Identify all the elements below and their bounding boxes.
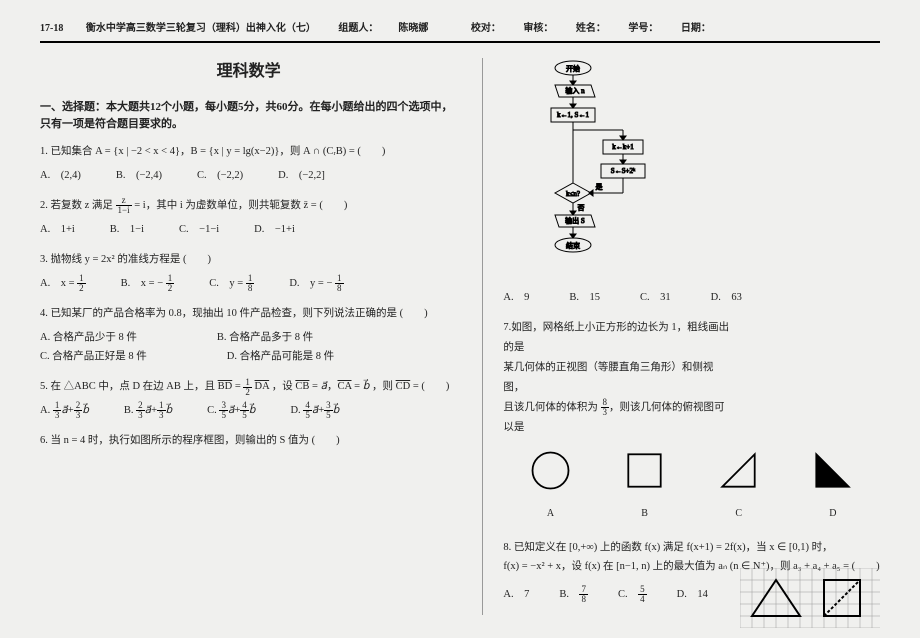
q5-text: 5. 在 △ABC 中，点 D 在边 AB 上，且 BD = 12 DA ，设 … bbox=[40, 377, 457, 397]
header-school: 衡水中学高三数学三轮复习（理科）出神入化（七） bbox=[86, 23, 316, 34]
svg-text:k←k+1: k←k+1 bbox=[613, 143, 635, 151]
svg-text:输入 n: 输入 n bbox=[566, 86, 586, 95]
question-3: 3. 抛物线 y = 2x² 的准线方程是 ( ) A. x = 12 B. x… bbox=[40, 250, 457, 294]
question-7: 7.如图，网格纸上小正方形的边长为 1，粗线画出的是 某几何体的正视图（等腰直角… bbox=[503, 318, 880, 523]
question-2: 2. 若复数 z 满足 z1−i = i，其中 i 为虚数单位，则共轭复数 z̄… bbox=[40, 196, 457, 240]
header-checker: 校对： bbox=[471, 23, 501, 34]
question-6: 6. 当 n = 4 时，执行如图所示的程序框图，则输出的 S 值为 ( ) bbox=[40, 431, 457, 451]
question-1: 1. 已知集合 A = {x | −2 < x < 4}，B = {x | y … bbox=[40, 142, 457, 186]
opt-a-circle: A bbox=[520, 448, 580, 523]
svg-text:开始: 开始 bbox=[566, 64, 580, 73]
opt-c-triangle: C bbox=[709, 448, 769, 523]
exam-page: 17-18 衡水中学高三数学三轮复习（理科）出神入化（七） 组题人：陈晓娜 校对… bbox=[0, 0, 920, 638]
svg-text:结束: 结束 bbox=[566, 241, 580, 250]
header-name: 姓名： bbox=[576, 23, 606, 34]
section-header: 一、选择题：本大题共12个小题，每小题5分，共60分。在每小题给出的四个选项中，… bbox=[40, 99, 457, 134]
header-reviewer: 审核： bbox=[523, 23, 553, 34]
page-header: 17-18 衡水中学高三数学三轮复习（理科）出神入化（七） 组题人：陈晓娜 校对… bbox=[40, 20, 880, 43]
svg-text:输出 S: 输出 S bbox=[566, 216, 586, 225]
question-6-options: A. 9 B. 15 C. 31 D. 63 bbox=[503, 288, 880, 308]
header-date: 日期： bbox=[681, 23, 711, 34]
left-column: 理科数学 一、选择题：本大题共12个小题，每小题5分，共60分。在每小题给出的四… bbox=[40, 58, 457, 615]
content-area: 理科数学 一、选择题：本大题共12个小题，每小题5分，共60分。在每小题给出的四… bbox=[40, 58, 880, 615]
question-5: 5. 在 △ABC 中，点 D 在边 AB 上，且 BD = 12 DA ，设 … bbox=[40, 377, 457, 421]
q2-text: 2. 若复数 z 满足 z1−i = i，其中 i 为虚数单位，则共轭复数 z̄… bbox=[40, 196, 457, 216]
grid-figure bbox=[740, 568, 880, 628]
q3-text: 3. 抛物线 y = 2x² 的准线方程是 ( ) bbox=[40, 250, 457, 270]
header-composer: 组题人：陈晓娜 bbox=[338, 23, 448, 34]
q1-text: 1. 已知集合 A = {x | −2 < x < 4}，B = {x | y … bbox=[40, 142, 457, 162]
exam-title: 理科数学 bbox=[40, 58, 457, 87]
question-4: 4. 已知某厂的产品合格率为 0.8，现抽出 10 件产品检查，则下列说法正确的… bbox=[40, 304, 457, 368]
flowchart-figure: 开始 输入 n k←1, S←1 k←k+1 S←S+2ᵏ k≤n? bbox=[533, 58, 663, 278]
svg-text:k←1, S←1: k←1, S←1 bbox=[557, 111, 589, 119]
q4-text: 4. 已知某厂的产品合格率为 0.8，现抽出 10 件产品检查，则下列说法正确的… bbox=[40, 304, 457, 324]
header-code: 17-18 bbox=[40, 23, 63, 34]
q7-shape-options: A B C D bbox=[503, 448, 880, 523]
svg-text:否: 否 bbox=[578, 204, 585, 212]
svg-text:是: 是 bbox=[596, 183, 603, 191]
svg-text:k≤n?: k≤n? bbox=[566, 190, 580, 198]
svg-text:S←S+2ᵏ: S←S+2ᵏ bbox=[611, 167, 636, 175]
q6-text: 6. 当 n = 4 时，执行如图所示的程序框图，则输出的 S 值为 ( ) bbox=[40, 431, 457, 451]
right-column: 开始 输入 n k←1, S←1 k←k+1 S←S+2ᵏ k≤n? bbox=[482, 58, 880, 615]
opt-b-square: B bbox=[615, 448, 675, 523]
header-id: 学号： bbox=[628, 23, 658, 34]
opt-d-triangle-filled: D bbox=[803, 448, 863, 523]
